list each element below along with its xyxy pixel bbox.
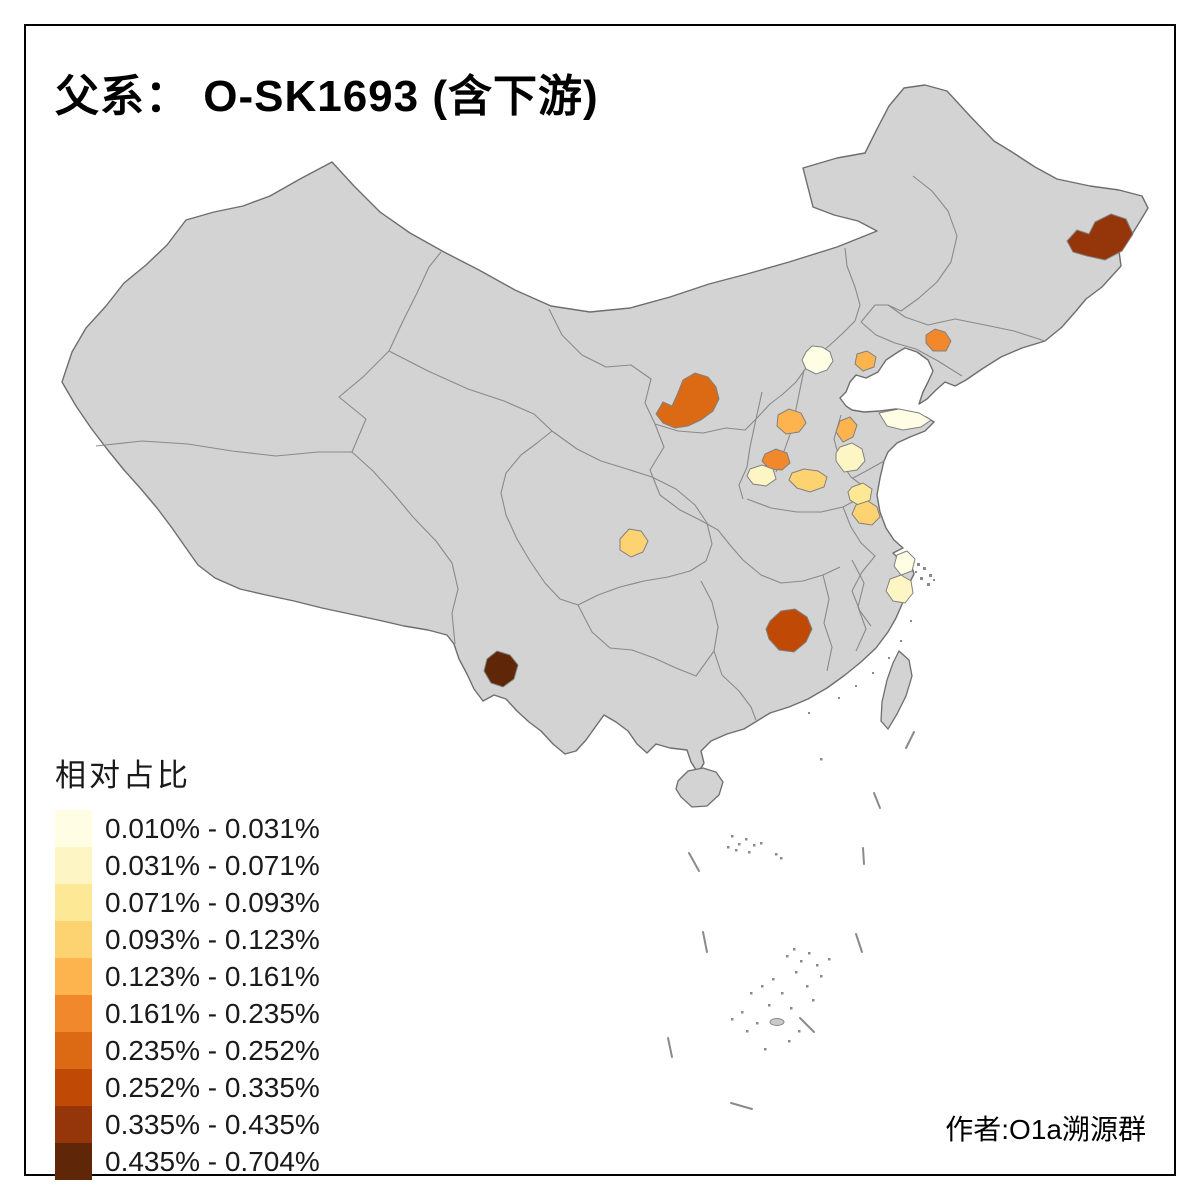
- legend-swatch: [55, 1069, 92, 1106]
- legend-swatch: [55, 958, 92, 995]
- legend-row: 0.123% - 0.161%: [55, 958, 320, 995]
- legend-row: 0.252% - 0.335%: [55, 1069, 320, 1106]
- region-jiangsu-south: [851, 500, 881, 526]
- legend-label: 0.031% - 0.071%: [105, 849, 320, 881]
- legend-row: 0.093% - 0.123%: [55, 921, 320, 958]
- region-shanxi-south: [761, 448, 791, 471]
- region-beijing: [801, 345, 834, 375]
- region-yunnan-west: [483, 650, 519, 688]
- legend-swatch: [55, 1143, 92, 1180]
- legend-row: 0.435% - 0.704%: [55, 1143, 320, 1180]
- legend-label: 0.435% - 0.704%: [105, 1145, 320, 1177]
- map-title: 父系： O-SK1693 (含下游): [55, 72, 599, 121]
- legend-label: 0.161% - 0.235%: [105, 997, 320, 1029]
- legend-label: 0.093% - 0.123%: [105, 923, 320, 955]
- legend: 相对占比 0.010% - 0.031% 0.031% - 0.071% 0.0…: [55, 750, 320, 1180]
- attribution: 作者:O1a溯源群: [945, 1114, 1146, 1145]
- legend-swatch: [55, 1106, 92, 1143]
- legend-row: 0.031% - 0.071%: [55, 847, 320, 884]
- legend-row: 0.161% - 0.235%: [55, 995, 320, 1032]
- legend-swatch: [55, 995, 92, 1032]
- legend-title: 相对占比: [55, 758, 191, 793]
- legend-swatch: [55, 810, 92, 847]
- legend-row: 0.071% - 0.093%: [55, 884, 320, 921]
- hainan-island: [675, 767, 724, 808]
- legend-swatch: [55, 1032, 92, 1069]
- region-shijiazhuang: [776, 408, 807, 435]
- region-shaanxi-weinan: [746, 464, 777, 487]
- south-china-sea-islands: [727, 758, 831, 1051]
- region-henan-north: [788, 468, 828, 493]
- region-ordos: [655, 372, 720, 429]
- choropleth-regions: [483, 213, 1134, 688]
- legend-row: 0.010% - 0.031%: [55, 810, 320, 847]
- coastal-islets: [808, 563, 935, 714]
- region-shandong-central: [835, 442, 866, 473]
- legend-label: 0.235% - 0.252%: [105, 1034, 320, 1066]
- china-outline: [61, 84, 1149, 774]
- legend-label: 0.071% - 0.093%: [105, 886, 320, 918]
- legend-label: 0.335% - 0.435%: [105, 1108, 320, 1140]
- taiwan-island: [880, 649, 913, 731]
- nine-dash-line: [667, 731, 915, 1110]
- legend-swatch: [55, 884, 92, 921]
- region-liaoning-east: [925, 328, 952, 352]
- region-hunan-central: [765, 608, 813, 653]
- legend-row: 0.235% - 0.252%: [55, 1032, 320, 1069]
- region-shandong-west: [835, 416, 858, 443]
- legend-label: 0.252% - 0.335%: [105, 1071, 320, 1103]
- region-zhejiang-south: [885, 574, 914, 604]
- region-heilongjiang-east: [1066, 213, 1134, 261]
- region-shandong-peninsula: [878, 408, 932, 431]
- legend-swatch: [55, 847, 92, 884]
- legend-label: 0.010% - 0.031%: [105, 812, 320, 844]
- region-zhejiang-north: [893, 550, 916, 576]
- region-qinhuangdao-coast: [854, 350, 877, 372]
- legend-row: 0.335% - 0.435%: [55, 1106, 320, 1143]
- legend-label: 0.123% - 0.161%: [105, 960, 320, 992]
- region-sichuan-chengdu: [619, 528, 649, 558]
- legend-swatch: [55, 921, 92, 958]
